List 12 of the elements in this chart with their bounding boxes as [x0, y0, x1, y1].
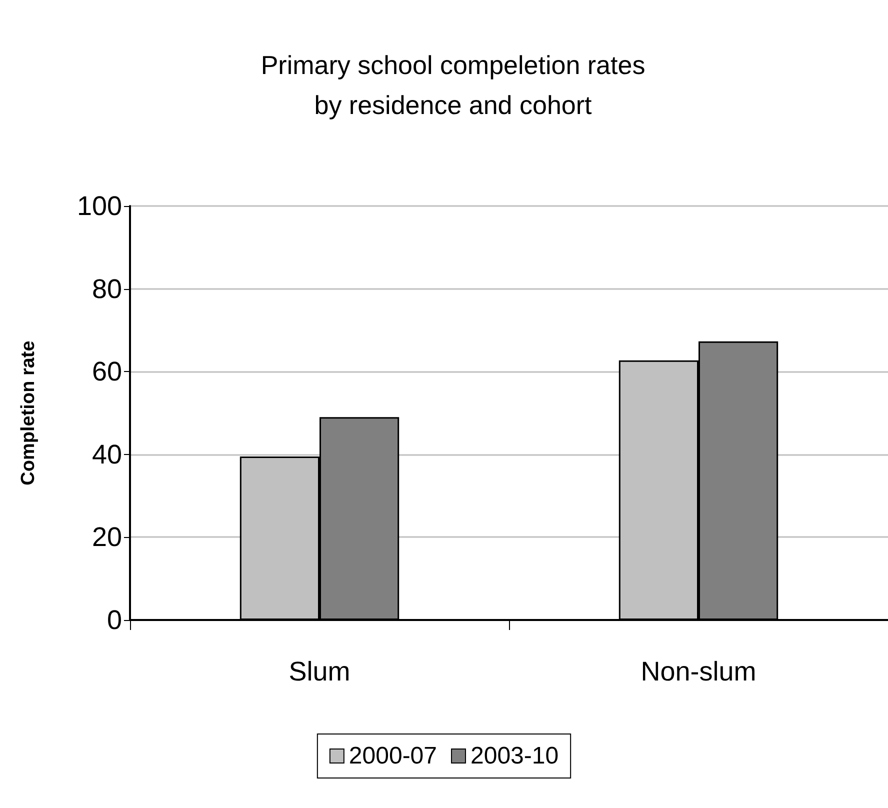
- legend-label: 2003-10: [470, 742, 559, 770]
- y-tick-label: 20: [92, 522, 122, 552]
- y-tick-label: 80: [92, 274, 122, 304]
- legend-label: 2000-07: [348, 742, 437, 770]
- chart-title: Primary school compeletion rates by residence and cohort: [260, 50, 646, 120]
- x-tick-label: Slum: [288, 656, 350, 686]
- y-tick-label: 60: [92, 356, 122, 387]
- y-tick-label: 0: [106, 605, 122, 635]
- y-tick-label: 100: [76, 191, 122, 221]
- x-tick-label: Non-slum: [640, 656, 756, 686]
- y-axis-title: Completion rate: [18, 340, 39, 486]
- y-tick-label: 40: [92, 439, 122, 470]
